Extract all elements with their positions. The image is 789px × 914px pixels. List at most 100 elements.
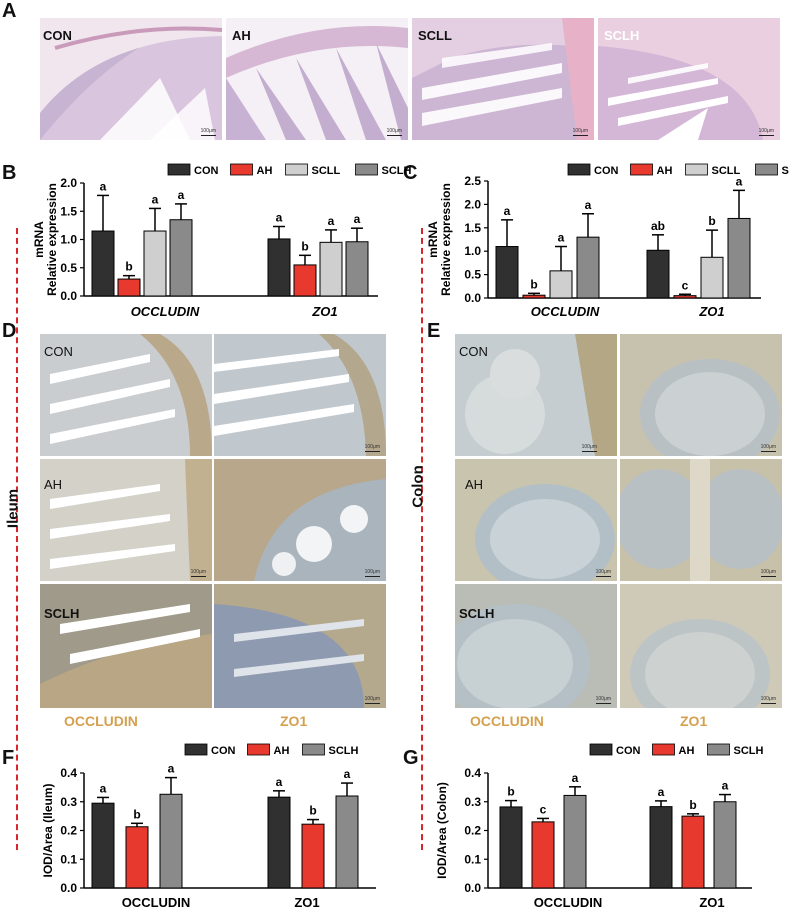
scale-bar: 100μm [595, 569, 611, 577]
chart-c-legend-label: CON [594, 165, 619, 177]
chart-b-bar-sclh [169, 219, 193, 297]
panel-label-c: C [403, 162, 418, 184]
chart-g-sig-letter: a [658, 785, 665, 799]
ihc-tile-ileum-occludin-ah: AH 100μm [40, 459, 212, 581]
chart-g-bar-con [649, 806, 673, 889]
chart-c-bar-con [495, 246, 519, 299]
chart-f-legend-label: CON [211, 745, 236, 757]
chart-f-y-tick-label: 0.1 [60, 852, 77, 866]
chart-c-bar-ah [522, 294, 546, 299]
chart-b-sig-letter: a [354, 212, 361, 226]
chart-b-sig-letter: a [328, 214, 335, 228]
tile-label: SCLL [418, 28, 452, 43]
chart-c-sig-letter: ab [651, 219, 665, 233]
tile-label: SCLH [44, 606, 80, 621]
ihc-tile-ileum-zo1-sclh: 100μm [214, 584, 386, 708]
chart-g-sig-letter: c [540, 802, 547, 816]
tile-label: AH [465, 477, 484, 492]
chart-g-legend-label: SCLH [734, 745, 764, 757]
chart-g-legend-label: CON [616, 745, 641, 757]
chart-g-y-label: IOD/Area (Colon) [435, 782, 449, 879]
chart-b-bar-scll [319, 241, 343, 297]
chart-b-sig-letter: a [100, 179, 107, 193]
chart-g-legend-swatch [707, 743, 730, 756]
scale-bar: 100μm [364, 569, 380, 577]
chart-c-sig-letter: a [736, 174, 743, 188]
scale-bar: 100μm [572, 128, 588, 136]
chart-c-y-tick-label: 1.0 [464, 244, 481, 258]
chart-g-y-tick-label: 0.4 [464, 766, 481, 780]
chart-c-bar-ah [673, 295, 697, 299]
scale-bar: 100μm [200, 128, 216, 136]
chart-f-bar-sclh [159, 793, 183, 889]
chart-g-legend-swatch [589, 743, 613, 756]
colon-dashed-line [421, 228, 423, 850]
ihc-tile-colon-zo1-con: 100μm [620, 334, 782, 456]
chart-c-legend-label: AH [657, 165, 673, 177]
panel-label-d: D [2, 320, 17, 342]
chart-b-category-label: ZO1 [311, 304, 337, 319]
chart-f-legend-swatch [247, 743, 270, 756]
chart-f-y-tick-label: 0.3 [60, 795, 77, 809]
tile-label: SCLH [604, 28, 640, 43]
chart-b-sig-letter: a [276, 211, 283, 225]
chart-c-y-tick-label: 2.0 [464, 197, 481, 211]
chart-g-y-tick-label: 0.1 [464, 852, 481, 866]
chart-c-y-tick-label: 0.0 [464, 291, 481, 305]
chart-b-y-tick-label: 0.5 [60, 261, 77, 275]
he-tile-scll: SCLL 100μm [412, 18, 594, 140]
chart-f-y-tick-label: 0.2 [60, 824, 77, 838]
chart-f-y-label: IOD/Area (Ileum) [41, 783, 55, 877]
chart-b-bar-ah [293, 264, 317, 297]
chart-f-sig-letter: b [133, 807, 140, 821]
stain-label-occludin-colon: OCCLUDIN [470, 713, 544, 729]
scale-bar: 100μm [760, 444, 776, 452]
panel-label-a: A [2, 0, 17, 22]
ihc-tile-colon-zo1-sclh: 100μm [620, 584, 782, 708]
scale-bar: 100μm [386, 128, 402, 136]
chart-f-bar-ah [125, 826, 149, 889]
chart-b-y-tick-label: 0.0 [60, 289, 77, 303]
chart-f-legend-label: SCLH [329, 745, 359, 757]
chart-c-sig-letter: a [504, 204, 511, 218]
chart-c-y-label: mRNA [426, 221, 440, 258]
chart-b-sig-letter: b [125, 260, 132, 274]
chart-f-category-label: ZO1 [294, 895, 319, 910]
chart-c-legend-label: SCLL [712, 165, 741, 177]
scale-bar: 100μm [581, 444, 597, 452]
chart-b-sig-letter: b [301, 239, 308, 253]
panel-label-g: G [403, 747, 419, 769]
chart-b-legend-label: CON [194, 165, 219, 177]
chart-c-y-tick-label: 0.5 [464, 268, 481, 282]
stain-label-occludin-ileum: OCCLUDIN [64, 713, 138, 729]
he-tissue-image [40, 18, 222, 140]
chart-b-y-tick-label: 1.5 [60, 204, 77, 218]
chart-f-bar-con [267, 796, 291, 889]
he-tissue-image [412, 18, 594, 140]
chart-b-sig-letter: a [178, 188, 185, 202]
chart-c-sig-letter: b [708, 214, 715, 228]
chart-g-category-label: OCCLUDIN [534, 895, 603, 910]
chart-b-legend-label: SCLH [382, 165, 412, 177]
chart-c-bar-sclh [576, 236, 600, 299]
chart-c-bar-scll [549, 270, 573, 299]
chart-g-sig-letter: a [722, 779, 729, 793]
chart-c-category-label: ZO1 [698, 304, 724, 319]
chart-f-category-label: OCCLUDIN [122, 895, 191, 910]
tile-label: CON [459, 344, 488, 359]
chart-f-sig-letter: a [168, 762, 175, 776]
scale-bar: 100μm [760, 569, 776, 577]
chart-f-sig-letter: a [276, 775, 283, 789]
ihc-tile-ileum-occludin-con: CON [40, 334, 212, 456]
scale-bar: 100μm [595, 696, 611, 704]
chart-c-bar-con [646, 249, 670, 299]
chart-c-bar-sclh [727, 217, 751, 299]
chart-f-sig-letter: a [100, 781, 107, 795]
chart-f-sig-letter: b [309, 804, 316, 818]
ihc-tile-ileum-occludin-sclh: SCLH [40, 584, 212, 708]
chart-g-sig-letter: b [507, 785, 514, 799]
chart-c-y-tick-label: 2.5 [464, 174, 481, 188]
chart-c-legend-swatch [755, 163, 778, 176]
chart-c-y-label: Relative expression [439, 183, 453, 296]
chart-g-y-tick-label: 0.0 [464, 881, 481, 895]
